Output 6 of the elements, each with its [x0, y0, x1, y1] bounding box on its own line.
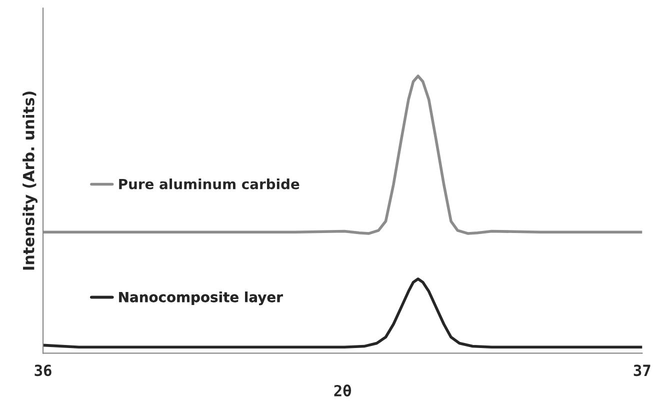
x-tick-label: 37	[634, 364, 650, 376]
legend-label: Pure aluminum carbide	[119, 178, 300, 190]
x-axis-title: 2θ	[334, 384, 352, 396]
y-axis-title: Intensity (Arb. units)	[22, 92, 38, 270]
x-tick-label: 36	[34, 364, 52, 376]
legend-label: Nanocomposite layer	[119, 292, 283, 306]
